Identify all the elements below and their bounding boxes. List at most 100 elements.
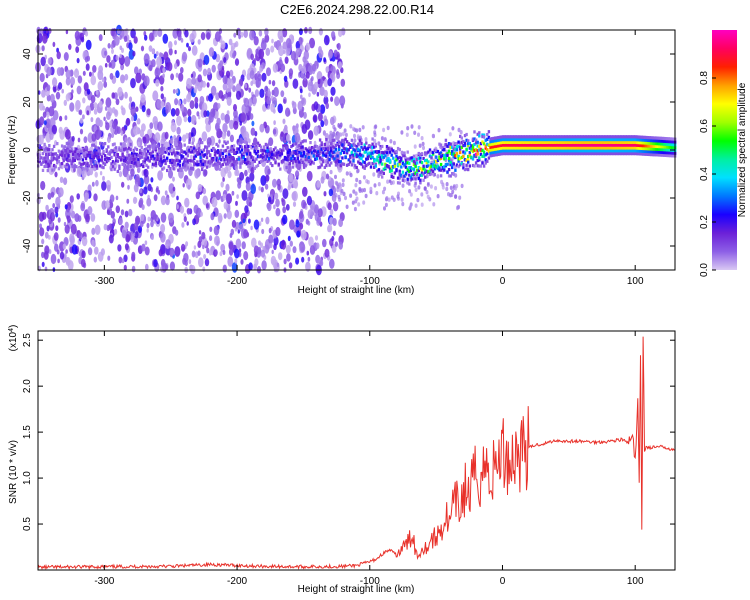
spectrogram-cell xyxy=(274,151,277,155)
spectrogram-cell xyxy=(41,45,45,52)
spectrogram-cell xyxy=(59,162,62,166)
spectrogram-cell xyxy=(185,151,188,156)
spectrogram-cell xyxy=(323,142,326,147)
spectrogram-cell xyxy=(556,138,559,142)
spectrogram-cell xyxy=(239,121,242,126)
spectrogram-cell xyxy=(81,168,87,178)
spectrogram-cell xyxy=(341,148,344,152)
spectrogram-cell xyxy=(490,151,494,155)
spectrogram-cell xyxy=(322,153,325,157)
spectrogram-cell xyxy=(551,152,554,156)
spectrogram-cell xyxy=(462,150,465,154)
spectrogram-cell xyxy=(578,140,581,144)
spectrogram-cell xyxy=(419,166,422,170)
spectrogram-cell xyxy=(314,144,317,148)
spectrogram-cell xyxy=(463,151,467,155)
spectrogram-cell xyxy=(111,48,114,55)
spectrogram-cell xyxy=(396,181,400,185)
spectrogram-cell xyxy=(306,195,312,206)
spectrogram-cell xyxy=(541,140,545,144)
spectrogram-cell xyxy=(243,212,248,219)
spectrogram-cell xyxy=(336,158,339,163)
spectrogram-cell xyxy=(152,116,158,126)
spectrogram-cell xyxy=(342,191,346,197)
spectrogram-cell xyxy=(59,152,62,156)
spectrogram-cell xyxy=(291,191,297,201)
spectrogram-cell xyxy=(366,180,370,185)
spectrogram-cell xyxy=(471,147,475,151)
spectrogram-cell xyxy=(631,149,634,153)
spectrogram-cell xyxy=(545,152,548,156)
spectrogram-cell xyxy=(565,140,569,144)
spectrogram-cell xyxy=(635,138,639,142)
spectrogram-cell xyxy=(227,256,234,267)
spectrogram-cell xyxy=(549,149,553,153)
spectrogram-cell xyxy=(583,140,586,144)
spectrogram-cell xyxy=(576,138,580,142)
spectrogram-cell xyxy=(642,144,645,148)
spectrogram-cell xyxy=(331,31,335,38)
spectrogram-cell xyxy=(339,142,342,146)
spectrogram-cell xyxy=(205,145,209,150)
spectrogram-cell xyxy=(553,146,556,150)
spectrogram-cell xyxy=(81,147,84,152)
spectrogram-cell xyxy=(234,164,239,171)
spectrogram-cell xyxy=(664,145,667,149)
spectrogram-cell xyxy=(484,161,487,165)
spectrogram-cell xyxy=(81,162,84,166)
spectrogram-cell xyxy=(291,143,295,147)
spectrogram-cell xyxy=(385,150,389,155)
spectrogram-cell xyxy=(194,169,200,179)
spectrogram-cell xyxy=(495,141,498,146)
spectrogram-cell xyxy=(592,140,596,144)
spectrogram-cell xyxy=(226,159,229,163)
spectrogram-cell xyxy=(257,246,262,255)
spectrogram-cell xyxy=(94,145,97,149)
spectrogram-cell xyxy=(161,160,164,164)
spectrogram-cell xyxy=(596,152,599,156)
spectrogram-cell xyxy=(462,163,465,167)
spectrogram-cell xyxy=(54,206,59,214)
spectrogram-cell xyxy=(666,142,669,146)
spectrogram-cell xyxy=(511,143,514,147)
spectrogram-cell xyxy=(398,162,401,166)
spectrogram-cell xyxy=(151,48,155,54)
spectrogram-cell xyxy=(656,150,659,154)
spectrogram-cell xyxy=(108,223,113,231)
spectrogram-cell xyxy=(627,149,631,153)
spectrogram-cell xyxy=(482,135,486,139)
spectrogram-cell xyxy=(659,136,663,140)
spectrogram-cell xyxy=(447,149,451,153)
spectrogram-cell xyxy=(505,135,508,139)
spectrogram-cell xyxy=(197,163,201,167)
spectrogram-cell xyxy=(629,152,632,156)
spectrogram-cell xyxy=(336,184,340,189)
spectrogram-cell xyxy=(236,194,239,199)
spectrogram-cell xyxy=(175,72,179,78)
spectrogram-cell xyxy=(497,141,500,145)
spectrogram-cell xyxy=(275,151,279,155)
spectrogram-cell xyxy=(245,106,249,114)
spectrogram-cell xyxy=(634,152,637,156)
snr-x-tick-label: 100 xyxy=(627,576,644,587)
spectrogram-cell xyxy=(503,152,506,156)
spectrogram-cell xyxy=(104,106,108,111)
spectrogram-cell xyxy=(288,173,294,183)
spectrogram-cell xyxy=(487,135,491,139)
spectrogram-cell xyxy=(113,167,116,171)
spectrogram-cell xyxy=(481,140,484,144)
spectrogram-cell xyxy=(342,150,346,155)
spectrogram-cell xyxy=(277,152,280,157)
spectrogram-cell xyxy=(124,147,127,151)
spectrogram-cell xyxy=(58,82,63,90)
spectrogram-cell xyxy=(240,148,244,152)
spectrogram-cell xyxy=(611,135,615,139)
spectrogram-cell xyxy=(355,145,358,149)
spectrogram-cell xyxy=(140,214,145,222)
spectrogram-cell xyxy=(119,142,123,146)
spectrogram-cell xyxy=(202,187,207,195)
spectrogram-cell xyxy=(570,152,573,156)
spectrogram-cell xyxy=(143,149,147,153)
spectrogram-cell xyxy=(208,93,214,102)
spectrogram-cell xyxy=(172,150,175,154)
